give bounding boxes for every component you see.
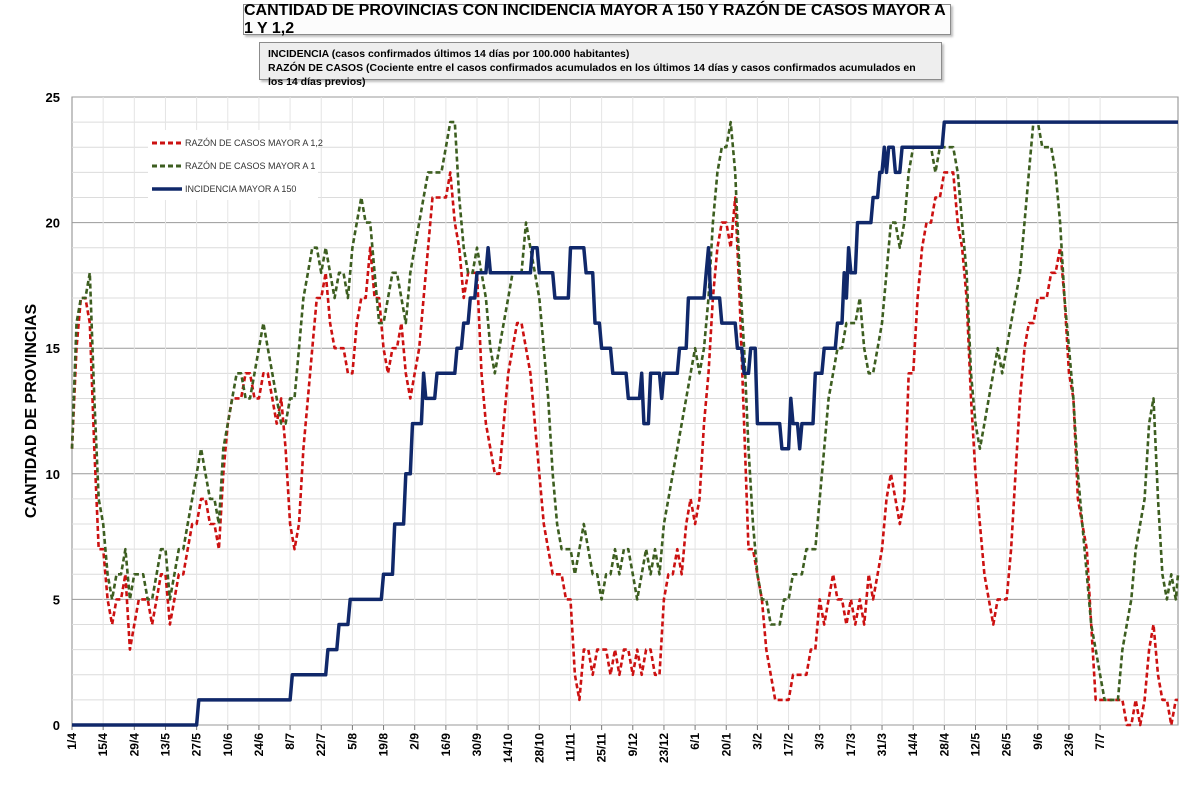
x-tick-label: 26/5 <box>1000 733 1014 757</box>
x-tick-label: 14/4 <box>906 733 920 757</box>
x-tick-label: 8/7 <box>283 733 297 750</box>
x-tick-label: 28/10 <box>532 733 546 763</box>
x-tick-label: 23/6 <box>1062 733 1076 757</box>
note-razon: RAZÓN DE CASOS (Cociente entre el casos … <box>268 62 916 88</box>
x-tick-label: 24/6 <box>252 733 266 757</box>
x-tick-label: 14/10 <box>501 733 515 763</box>
grid-lines <box>72 96 1178 726</box>
x-tick-label: 22/7 <box>314 733 328 757</box>
x-tick-label: 17/3 <box>844 733 858 757</box>
x-tick-label: 19/8 <box>377 733 391 757</box>
x-tick-label: 20/1 <box>719 733 733 757</box>
x-tick-label: 3/3 <box>813 733 827 750</box>
x-tick-label: 2/9 <box>408 733 422 750</box>
x-tick-label: 29/4 <box>127 733 141 757</box>
x-tick-label: 28/4 <box>937 733 951 757</box>
note-incidencia: INCIDENCIA (casos confirmados últimos 14… <box>268 48 630 60</box>
x-tick-label: 9/12 <box>626 733 640 757</box>
series-line-0 <box>70 171 1178 727</box>
x-tick-label: 23/12 <box>657 733 671 763</box>
x-tick-label: 11/11 <box>563 733 577 762</box>
series-lines <box>70 120 1180 727</box>
legend-label-incidencia: INCIDENCIA MAYOR A 150 <box>185 184 296 194</box>
x-axis: 1/4 15/4 29/4 13/5 27/5 10/6 24/6 8/7 22/7 5/8 19/… <box>65 725 1107 763</box>
y-axis: 0 5 10 15 20 25 <box>46 90 60 733</box>
x-tick-label: 9/6 <box>1031 733 1045 750</box>
y-tick-label: 10 <box>46 467 60 482</box>
x-tick-label: 17/2 <box>782 733 796 757</box>
y-axis-label: CANTIDAD DE PROVINCIAS <box>23 304 40 519</box>
legend-label-razon-12: RAZÓN DE CASOS MAYOR A 1,2 <box>185 138 323 148</box>
x-tick-label: 12/5 <box>968 733 982 757</box>
y-tick-label: 0 <box>53 718 60 733</box>
x-tick-label: 16/9 <box>439 733 453 757</box>
x-tick-label: 30/9 <box>470 733 484 757</box>
series-line-2 <box>72 120 1178 727</box>
series-line-1 <box>70 120 1180 702</box>
legend: RAZÓN DE CASOS MAYOR A 1,2 RAZÓN DE CASO… <box>148 130 323 200</box>
y-tick-label: 5 <box>53 592 60 607</box>
x-tick-label: 5/8 <box>345 733 359 750</box>
x-tick-label: 27/5 <box>190 733 204 757</box>
y-tick-label: 15 <box>46 341 60 356</box>
y-tick-label: 20 <box>46 216 60 231</box>
x-tick-label: 6/1 <box>688 733 702 750</box>
legend-label-razon-1: RAZÓN DE CASOS MAYOR A 1 <box>185 161 315 171</box>
x-tick-label: 1/4 <box>65 733 79 750</box>
x-tick-label: 10/6 <box>221 733 235 757</box>
x-tick-label: 3/2 <box>750 733 764 750</box>
x-tick-label: 31/3 <box>875 733 889 757</box>
x-tick-label: 15/4 <box>96 733 110 757</box>
chart-title: CANTIDAD DE PROVINCIAS CON INCIDENCIA MA… <box>243 2 951 37</box>
chart-notes-box: INCIDENCIA (casos confirmados últimos 14… <box>259 42 942 88</box>
x-tick-label: 25/11 <box>595 733 609 763</box>
x-tick-label: 7/7 <box>1093 733 1107 750</box>
x-tick-label: 13/5 <box>158 733 172 757</box>
y-tick-label: 25 <box>46 90 60 105</box>
